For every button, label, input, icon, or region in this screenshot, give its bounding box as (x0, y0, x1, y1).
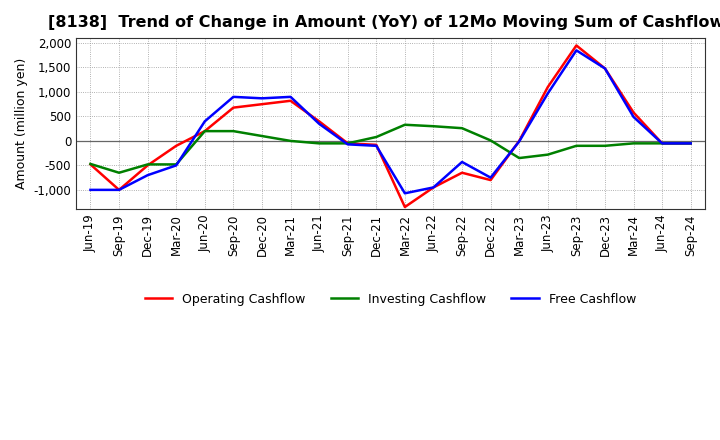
Legend: Operating Cashflow, Investing Cashflow, Free Cashflow: Operating Cashflow, Investing Cashflow, … (140, 288, 642, 311)
Operating Cashflow (143, 163, 152, 168)
Free Cashflow (400, 191, 409, 196)
Free Cashflow (686, 141, 695, 146)
Operating Cashflow (486, 177, 495, 183)
Free Cashflow (86, 187, 95, 193)
Investing Cashflow (486, 138, 495, 143)
Investing Cashflow (544, 152, 552, 157)
Operating Cashflow (629, 110, 638, 115)
Line: Free Cashflow: Free Cashflow (91, 50, 690, 193)
Operating Cashflow (458, 170, 467, 176)
Investing Cashflow (658, 141, 667, 146)
Free Cashflow (287, 94, 295, 99)
Free Cashflow (629, 114, 638, 120)
Operating Cashflow (315, 119, 323, 124)
Title: [8138]  Trend of Change in Amount (YoY) of 12Mo Moving Sum of Cashflows: [8138] Trend of Change in Amount (YoY) o… (48, 15, 720, 30)
Free Cashflow (372, 143, 381, 148)
Operating Cashflow (544, 84, 552, 90)
Operating Cashflow (258, 102, 266, 107)
Investing Cashflow (229, 128, 238, 134)
Free Cashflow (143, 172, 152, 178)
Y-axis label: Amount (million yen): Amount (million yen) (15, 58, 28, 189)
Free Cashflow (315, 121, 323, 126)
Free Cashflow (486, 175, 495, 180)
Investing Cashflow (458, 125, 467, 131)
Free Cashflow (429, 185, 438, 190)
Free Cashflow (343, 142, 352, 147)
Investing Cashflow (86, 161, 95, 167)
Investing Cashflow (572, 143, 581, 148)
Free Cashflow (172, 163, 181, 168)
Investing Cashflow (287, 138, 295, 143)
Operating Cashflow (343, 141, 352, 146)
Investing Cashflow (343, 141, 352, 146)
Operating Cashflow (686, 141, 695, 146)
Operating Cashflow (86, 162, 95, 167)
Free Cashflow (515, 139, 523, 144)
Free Cashflow (600, 66, 609, 71)
Investing Cashflow (143, 162, 152, 167)
Free Cashflow (229, 94, 238, 99)
Operating Cashflow (172, 143, 181, 148)
Investing Cashflow (315, 141, 323, 146)
Investing Cashflow (686, 141, 695, 146)
Investing Cashflow (600, 143, 609, 148)
Investing Cashflow (372, 134, 381, 139)
Operating Cashflow (515, 138, 523, 143)
Investing Cashflow (400, 122, 409, 128)
Free Cashflow (572, 48, 581, 53)
Operating Cashflow (200, 128, 209, 134)
Operating Cashflow (114, 187, 123, 193)
Line: Operating Cashflow: Operating Cashflow (91, 45, 690, 207)
Investing Cashflow (172, 162, 181, 167)
Operating Cashflow (600, 66, 609, 71)
Operating Cashflow (429, 185, 438, 190)
Operating Cashflow (400, 204, 409, 209)
Line: Investing Cashflow: Investing Cashflow (91, 125, 690, 173)
Investing Cashflow (114, 170, 123, 176)
Operating Cashflow (572, 43, 581, 48)
Investing Cashflow (200, 128, 209, 134)
Operating Cashflow (372, 142, 381, 147)
Investing Cashflow (258, 133, 266, 139)
Free Cashflow (200, 119, 209, 124)
Free Cashflow (258, 95, 266, 101)
Investing Cashflow (515, 155, 523, 161)
Free Cashflow (114, 187, 123, 193)
Investing Cashflow (429, 124, 438, 129)
Free Cashflow (544, 91, 552, 96)
Operating Cashflow (229, 105, 238, 110)
Investing Cashflow (629, 141, 638, 146)
Free Cashflow (658, 141, 667, 146)
Operating Cashflow (287, 98, 295, 103)
Free Cashflow (458, 159, 467, 165)
Operating Cashflow (658, 141, 667, 146)
